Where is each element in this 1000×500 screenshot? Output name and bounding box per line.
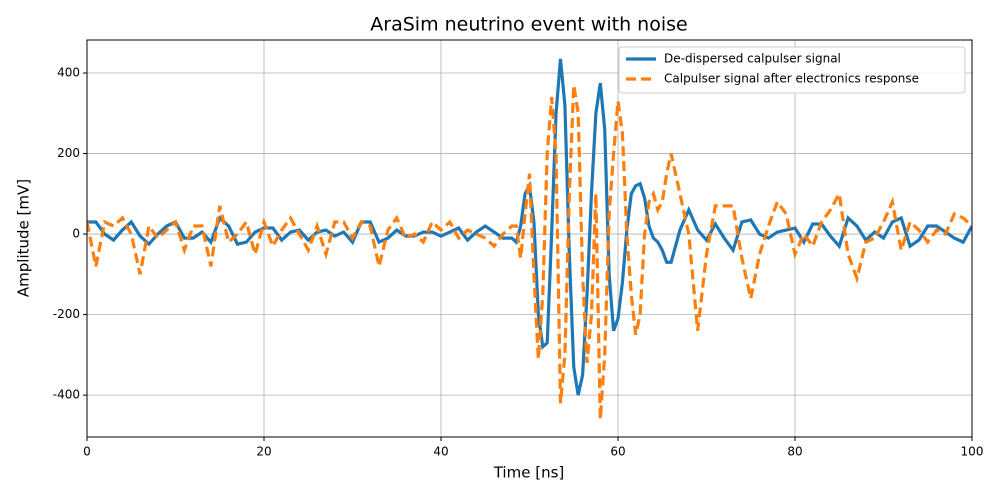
legend: De-dispersed calpulser signal Calpulser s… <box>618 46 966 94</box>
legend-box <box>618 46 966 94</box>
legend-label: Calpulser signal after electronics respo… <box>664 72 919 86</box>
series-line <box>87 58 972 396</box>
x-axis-label: Time [ns] <box>493 464 565 482</box>
y-axis-label: Amplitude [mV] <box>15 179 33 297</box>
x-tick-label: 100 <box>961 445 984 459</box>
y-tick-label: 200 <box>57 146 80 160</box>
x-tick-label: 20 <box>256 445 271 459</box>
series-line <box>87 84 972 420</box>
y-tick-label: 0 <box>72 227 80 241</box>
y-tick-label: -400 <box>53 388 80 402</box>
y-tick-label: 400 <box>57 66 80 80</box>
y-tick-label: -200 <box>53 307 80 321</box>
x-tick-label: 60 <box>610 445 625 459</box>
x-tick-label: 80 <box>787 445 802 459</box>
plot-frame <box>86 39 973 438</box>
legend-label: De-dispersed calpulser signal <box>664 52 841 66</box>
chart-title: AraSim neutrino event with noise <box>370 14 687 36</box>
x-tick-label: 40 <box>433 445 448 459</box>
x-tick-label: 0 <box>83 445 91 459</box>
